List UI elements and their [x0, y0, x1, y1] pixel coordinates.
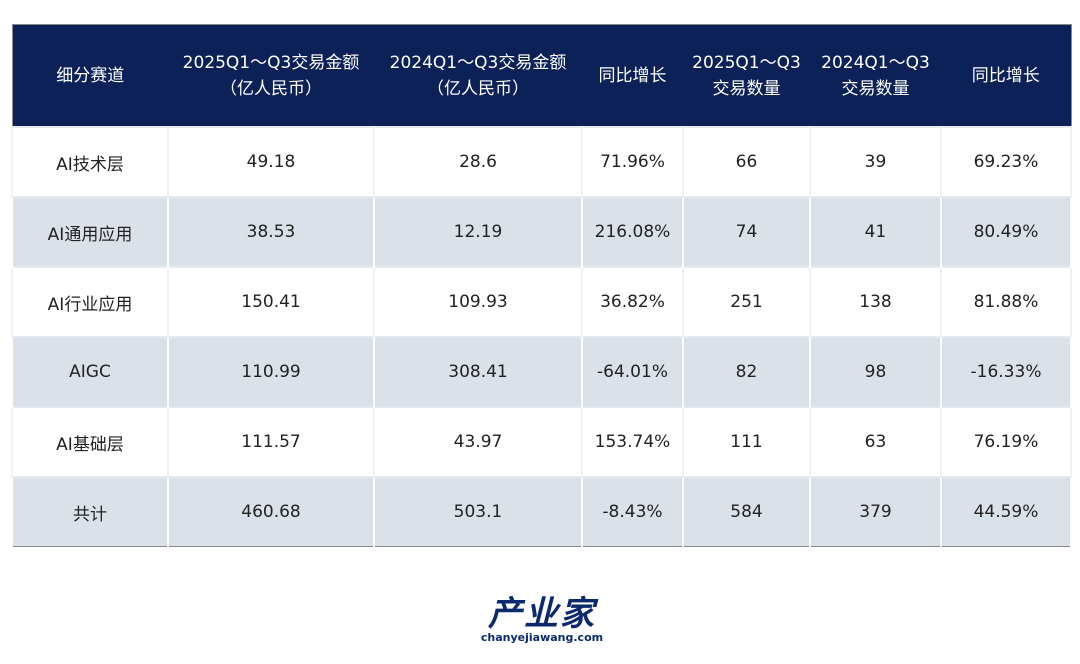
segment-cell: AI行业应用: [11, 266, 169, 337]
value-cell: -16.33%: [940, 336, 1072, 407]
column-header-line: 2024Q1～Q3: [821, 52, 930, 73]
value-cell: 460.68: [167, 476, 375, 547]
value-cell: 251: [682, 266, 811, 337]
data-table: 细分赛道 2025Q1～Q3交易金额 （亿人民币） 2024Q1～Q3交易金额 （亿人民…: [11, 24, 1072, 547]
value-cell: 38.53: [167, 196, 375, 267]
value-cell: 138: [809, 266, 942, 337]
column-header: 2024Q1～Q3交易金额 （亿人民币）: [374, 24, 582, 127]
column-header: 2024Q1～Q3 交易数量: [810, 24, 941, 127]
table-row: AI通用应用 38.53 12.19 216.08% 74 41 80.49%: [11, 196, 1072, 267]
value-cell: -64.01%: [581, 336, 684, 407]
value-cell: 41: [809, 196, 942, 267]
column-header-line: 2025Q1～Q3: [692, 52, 801, 73]
column-header-line: （亿人民币）: [220, 78, 322, 99]
logo-url: chanyejiawang.com: [480, 631, 604, 644]
column-header-line: 交易数量: [712, 78, 781, 99]
value-cell: 71.96%: [581, 126, 684, 197]
value-cell: 110.99: [167, 336, 375, 407]
value-cell: 74: [682, 196, 811, 267]
value-cell: 150.41: [167, 266, 375, 337]
value-cell: 379: [809, 476, 942, 547]
column-header-line: （亿人民币）: [427, 78, 529, 99]
column-header: 细分赛道: [12, 24, 168, 127]
value-cell: -8.43%: [581, 476, 684, 547]
table-header-row: 细分赛道 2025Q1～Q3交易金额 （亿人民币） 2024Q1～Q3交易金额 （亿人民…: [12, 24, 1071, 127]
column-header: 同比增长: [582, 24, 683, 127]
value-cell: 80.49%: [940, 196, 1072, 267]
value-cell: 66: [682, 126, 811, 197]
table-row: AIGC 110.99 308.41 -64.01% 82 98 -16.33%: [11, 336, 1072, 407]
column-header: 同比增长: [941, 24, 1071, 127]
value-cell: 584: [682, 476, 811, 547]
value-cell: 503.1: [373, 476, 583, 547]
value-cell: 39: [809, 126, 942, 197]
column-header-line: 2025Q1～Q3交易金额: [182, 52, 360, 73]
value-cell: 43.97: [373, 406, 583, 477]
column-header: 2025Q1～Q3交易金额 （亿人民币）: [168, 24, 374, 127]
value-cell: 109.93: [373, 266, 583, 337]
value-cell: 76.19%: [940, 406, 1072, 477]
value-cell: 153.74%: [581, 406, 684, 477]
logo-name: 产业家: [488, 594, 596, 634]
column-header-line: 交易数量: [841, 78, 910, 99]
value-cell: 28.6: [373, 126, 583, 197]
value-cell: 63: [809, 406, 942, 477]
value-cell: 69.23%: [940, 126, 1072, 197]
table-row: 共计 460.68 503.1 -8.43% 584 379 44.59%: [11, 476, 1072, 547]
segment-cell: AI技术层: [11, 126, 169, 197]
column-header-line: 2024Q1～Q3交易金额: [389, 52, 567, 73]
column-header: 2025Q1～Q3 交易数量: [683, 24, 810, 127]
table-row: AI行业应用 150.41 109.93 36.82% 251 138 81.88%: [11, 266, 1072, 337]
value-cell: 216.08%: [581, 196, 684, 267]
table-row: AI技术层 49.18 28.6 71.96% 66 39 69.23%: [11, 126, 1072, 197]
segment-cell: 共计: [11, 476, 169, 547]
value-cell: 111: [682, 406, 811, 477]
value-cell: 44.59%: [940, 476, 1072, 547]
column-header-line: 同比增长: [971, 65, 1040, 86]
segment-cell: AI通用应用: [11, 196, 169, 267]
value-cell: 12.19: [373, 196, 583, 267]
logo: 产业家 chanyejiawang.com: [462, 596, 622, 644]
column-header-line: 同比增长: [598, 65, 667, 86]
value-cell: 98: [809, 336, 942, 407]
value-cell: 308.41: [373, 336, 583, 407]
value-cell: 49.18: [167, 126, 375, 197]
segment-cell: AIGC: [11, 336, 169, 407]
table-row: AI基础层 111.57 43.97 153.74% 111 63 76.19%: [11, 406, 1072, 477]
segment-cell: AI基础层: [11, 406, 169, 477]
value-cell: 111.57: [167, 406, 375, 477]
value-cell: 82: [682, 336, 811, 407]
column-header-line: 细分赛道: [56, 65, 125, 86]
value-cell: 36.82%: [581, 266, 684, 337]
value-cell: 81.88%: [940, 266, 1072, 337]
